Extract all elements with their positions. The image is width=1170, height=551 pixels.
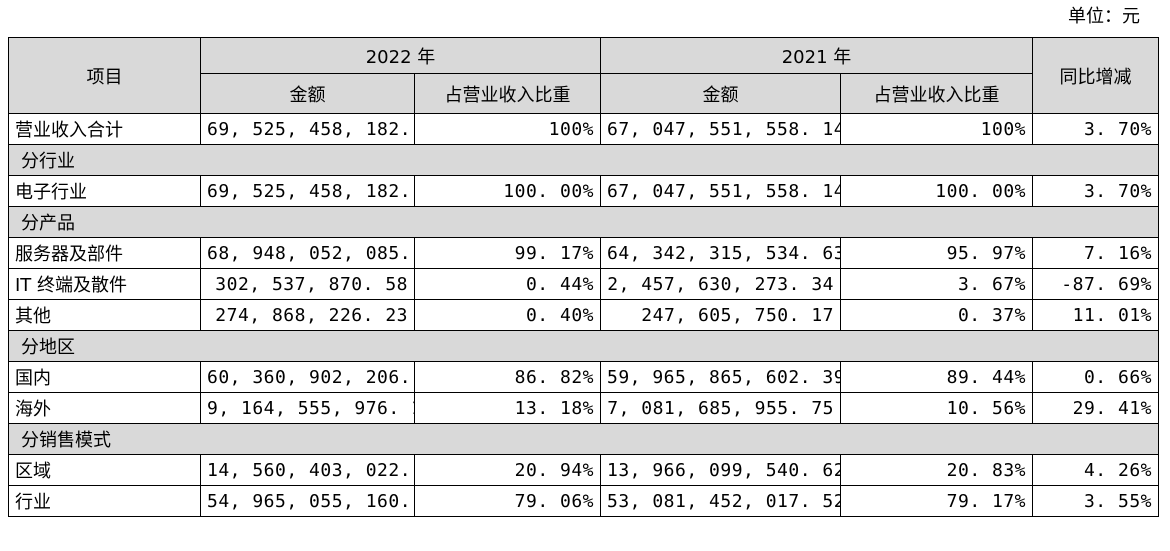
row-label: 营业收入合计 — [8, 113, 201, 145]
header-amount-2022: 金额 — [200, 73, 415, 114]
share-2021-cell: 3. 67% — [840, 268, 1033, 300]
share-2022-cell: 0. 40% — [414, 299, 601, 331]
yoy-cell: 3. 70% — [1032, 113, 1159, 145]
share-2021-cell: 100% — [840, 113, 1033, 145]
section-label: 分产品 — [8, 206, 1159, 238]
section-label: 分行业 — [8, 144, 1159, 176]
amount-2021-cell: 64, 342, 315, 534. 63 — [600, 237, 841, 269]
table-header: 项目 2022 年 2021 年 同比增减 金额 占营业收入比重 金额 占营业收… — [8, 37, 1159, 114]
share-2021-cell: 10. 56% — [840, 392, 1033, 424]
table-row: 海外 9, 164, 555, 976. 12 13. 18% 7, 081, 685… — [8, 392, 1159, 424]
section-row: 分销售模式 — [8, 423, 1159, 455]
yoy-cell: 3. 70% — [1032, 175, 1159, 207]
yoy-cell: 3. 55% — [1032, 485, 1159, 517]
share-2021-cell: 79. 17% — [840, 485, 1033, 517]
row-label: 区域 — [8, 454, 201, 486]
header-year-2021: 2021 年 — [600, 37, 1033, 74]
yoy-cell: 11. 01% — [1032, 299, 1159, 331]
share-2021-cell: 20. 83% — [840, 454, 1033, 486]
share-2021-cell: 100. 00% — [840, 175, 1033, 207]
header-item: 项目 — [8, 37, 201, 114]
yoy-cell: 29. 41% — [1032, 392, 1159, 424]
share-2022-cell: 79. 06% — [414, 485, 601, 517]
yoy-cell: 4. 26% — [1032, 454, 1159, 486]
amount-2022-cell: 69, 525, 458, 182. 69 — [200, 175, 415, 207]
amount-2021-cell: 67, 047, 551, 558. 14 — [600, 113, 841, 145]
amount-2022-cell: 60, 360, 902, 206. 57 — [200, 361, 415, 393]
section-row: 分产品 — [8, 206, 1159, 238]
table-row: 其他 274, 868, 226. 23 0. 40% 247, 605, 750. … — [8, 299, 1159, 331]
section-row: 分行业 — [8, 144, 1159, 176]
amount-2021-cell: 2, 457, 630, 273. 34 — [600, 268, 841, 300]
share-2021-cell: 95. 97% — [840, 237, 1033, 269]
section-label: 分地区 — [8, 330, 1159, 362]
row-label: 海外 — [8, 392, 201, 424]
amount-2022-cell: 69, 525, 458, 182. 69 — [200, 113, 415, 145]
share-2022-cell: 0. 44% — [414, 268, 601, 300]
share-2022-cell: 86. 82% — [414, 361, 601, 393]
yoy-cell: 7. 16% — [1032, 237, 1159, 269]
amount-2022-cell: 14, 560, 403, 022. 40 — [200, 454, 415, 486]
header-share-2022: 占营业收入比重 — [414, 73, 601, 114]
amount-2021-cell: 13, 966, 099, 540. 62 — [600, 454, 841, 486]
share-2021-cell: 0. 37% — [840, 299, 1033, 331]
amount-2022-cell: 68, 948, 052, 085. 88 — [200, 237, 415, 269]
header-year-2022: 2022 年 — [200, 37, 601, 74]
share-2021-cell: 89. 44% — [840, 361, 1033, 393]
header-row-columns: 金额 占营业收入比重 金额 占营业收入比重 — [9, 73, 1159, 114]
amount-2021-cell: 67, 047, 551, 558. 14 — [600, 175, 841, 207]
row-label: 电子行业 — [8, 175, 201, 207]
header-amount-2021: 金额 — [600, 73, 841, 114]
unit-label: 单位：元 — [1068, 6, 1140, 27]
row-label: 行业 — [8, 485, 201, 517]
row-label: 国内 — [8, 361, 201, 393]
amount-2021-cell: 247, 605, 750. 17 — [600, 299, 841, 331]
amount-2021-cell: 59, 965, 865, 602. 39 — [600, 361, 841, 393]
share-2022-cell: 13. 18% — [414, 392, 601, 424]
row-label: 服务器及部件 — [8, 237, 201, 269]
table-row: IT 终端及散件 302, 537, 870. 58 0. 44% 2, 457, 6… — [8, 268, 1159, 300]
share-2022-cell: 100% — [414, 113, 601, 145]
amount-2022-cell: 302, 537, 870. 58 — [200, 268, 415, 300]
yoy-cell: 0. 66% — [1032, 361, 1159, 393]
section-label: 分销售模式 — [8, 423, 1159, 455]
share-2022-cell: 100. 00% — [414, 175, 601, 207]
header-row-years: 项目 2022 年 2021 年 同比增减 — [8, 37, 1159, 114]
amount-2022-cell: 54, 965, 055, 160. 29 — [200, 485, 415, 517]
header-share-2021: 占营业收入比重 — [840, 73, 1033, 114]
share-2022-cell: 20. 94% — [414, 454, 601, 486]
amount-2021-cell: 7, 081, 685, 955. 75 — [600, 392, 841, 424]
header-yoy: 同比增减 — [1032, 37, 1159, 114]
amount-2022-cell: 9, 164, 555, 976. 12 — [200, 392, 415, 424]
row-label: 其他 — [8, 299, 201, 331]
yoy-cell: -87. 69% — [1032, 268, 1159, 300]
share-2022-cell: 99. 17% — [414, 237, 601, 269]
row-label: IT 终端及散件 — [8, 268, 201, 300]
amount-2021-cell: 53, 081, 452, 017. 52 — [600, 485, 841, 517]
revenue-table: 项目 2022 年 2021 年 同比增减 金额 占营业收入比重 金额 占营业收… — [8, 37, 1159, 517]
section-row: 分地区 — [8, 330, 1159, 362]
amount-2022-cell: 274, 868, 226. 23 — [200, 299, 415, 331]
